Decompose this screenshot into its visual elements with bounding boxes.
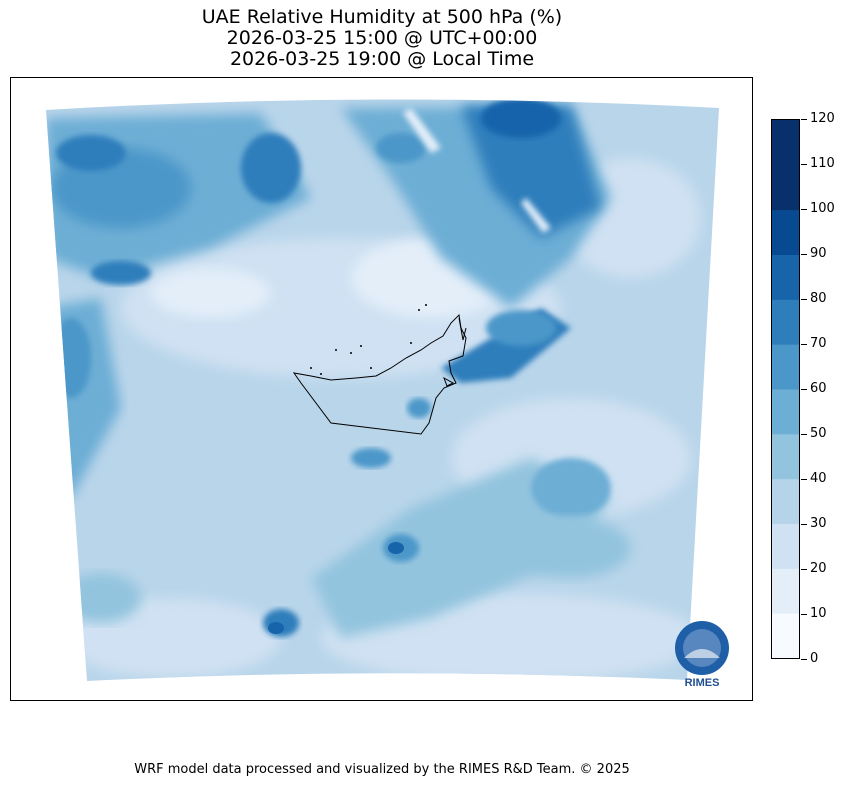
colorbar-tick [801, 344, 807, 345]
colorbar-tick-label: 10 [810, 606, 827, 621]
colorbar-tick [801, 209, 807, 210]
colorbar-band [772, 478, 799, 524]
colorbar-tick-label: 50 [810, 426, 827, 441]
colorbar [771, 119, 800, 659]
colorbar-tick-label: 110 [810, 156, 835, 171]
colorbar-tick-label: 40 [810, 471, 827, 486]
colorbar-tick [801, 569, 807, 570]
colorbar-band [772, 299, 799, 345]
colorbar-tick [801, 119, 807, 120]
uae-boundary [292, 313, 467, 435]
rimes-logo: RIMES [675, 621, 729, 689]
colorbar-band [772, 120, 799, 166]
title-line-2: 2026-03-25 15:00 @ UTC+00:00 [226, 27, 538, 49]
colorbar-tick [801, 659, 807, 660]
colorbar-band [772, 613, 799, 658]
logo-inner [683, 629, 721, 667]
colorbar-tick-label: 0 [810, 651, 819, 666]
colorbar-tick-label: 100 [810, 201, 835, 216]
colorbar-band [772, 389, 799, 435]
colorbar-tick-label: 60 [810, 381, 827, 396]
colorbar-tick [801, 299, 807, 300]
map-title: UAE Relative Humidity at 500 hPa (%) 202… [0, 7, 764, 70]
colorbar-band [772, 568, 799, 614]
colorbar-tick-label: 80 [810, 291, 827, 306]
colorbar-tick-label: 20 [810, 561, 827, 576]
colorbar-tick [801, 479, 807, 480]
colorbar-tick [801, 164, 807, 165]
colorbar-tick-label: 90 [810, 246, 827, 261]
footer-credit: WRF model data processed and visualized … [134, 762, 630, 777]
colorbar-tick-label: 70 [810, 336, 827, 351]
title-line-3: 2026-03-25 19:00 @ Local Time [229, 48, 535, 70]
colorbar-gradient [772, 120, 799, 658]
title-line-1: UAE Relative Humidity at 500 hPa (%) [201, 6, 563, 28]
logo-wave [684, 649, 720, 658]
colorbar-band [772, 164, 799, 211]
colorbar-band [772, 433, 799, 480]
islands [310, 304, 427, 375]
colorbar-tick-label: 30 [810, 516, 827, 531]
colorbar-band [772, 209, 799, 255]
colorbar-tick [801, 524, 807, 525]
colorbar-band [772, 254, 799, 300]
map-panel [10, 77, 753, 701]
colorbar-tick [801, 614, 807, 615]
colorbar-tick [801, 254, 807, 255]
colorbar-tick [801, 434, 807, 435]
humidity-field [46, 99, 719, 681]
colorbar-tick [801, 389, 807, 390]
colorbar-band [772, 344, 799, 390]
logo-circle [675, 621, 729, 675]
logo-text: RIMES [685, 677, 720, 689]
colorbar-band [772, 523, 799, 569]
colorbar-tick-label: 120 [810, 111, 835, 126]
humidity-map [46, 99, 719, 681]
